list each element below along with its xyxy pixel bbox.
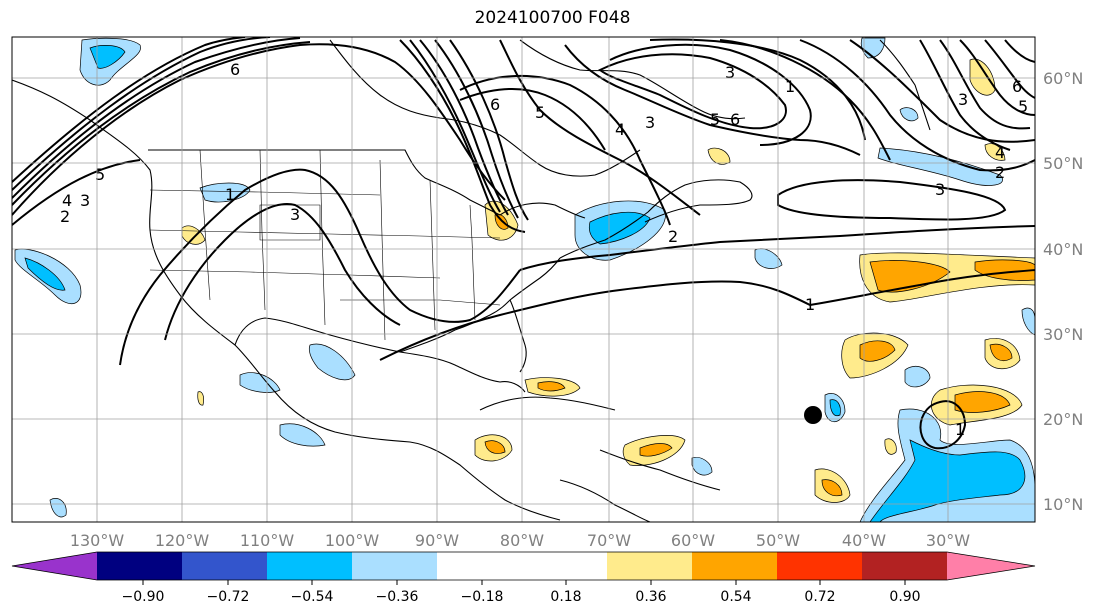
lon-label: 130°W — [70, 531, 125, 550]
lat-label: 20°N — [1043, 410, 1083, 429]
colorbar-tick-label: −0.54 — [291, 589, 334, 605]
coastlines — [12, 39, 931, 522]
colorbar-tick-label: 0.90 — [889, 589, 920, 605]
lon-label: 70°W — [587, 531, 631, 550]
contour-label: 1 — [955, 420, 965, 439]
contour-label: 3 — [290, 205, 300, 224]
colorbar-seg — [182, 552, 267, 580]
lat-label: 60°N — [1043, 69, 1083, 88]
contour-label: 6 — [730, 110, 740, 129]
contour-label: 6 — [1012, 77, 1022, 96]
colorbar-tick-marks — [142, 580, 906, 585]
colorbar-seg — [607, 552, 692, 580]
lat-label: 30°N — [1043, 325, 1083, 344]
colorbar-seg — [947, 552, 1035, 580]
lat-label: 10°N — [1043, 495, 1083, 514]
contour-label: 3 — [645, 113, 655, 132]
lon-label: 80°W — [500, 531, 544, 550]
lon-label: 50°W — [756, 531, 800, 550]
contour-lines — [12, 37, 1035, 450]
contour-label: 5 — [535, 103, 545, 122]
lon-axis-labels: 130°W 120°W 110°W 100°W 90°W 80°W 70°W 6… — [70, 531, 970, 550]
contour-label: 3 — [725, 63, 735, 82]
colorbar-seg — [862, 552, 947, 580]
colorbar-tick-label: 0.36 — [635, 589, 666, 605]
contour-label: 5 — [1018, 97, 1028, 116]
contour-label: 3 — [80, 191, 90, 210]
state-borders — [149, 149, 501, 341]
lat-label: 40°N — [1043, 240, 1083, 259]
colorbar-tick-label: 0.72 — [804, 589, 835, 605]
contour-label: 1 — [805, 295, 815, 314]
lon-label: 30°W — [926, 531, 970, 550]
contour-label: 4 — [995, 143, 1005, 162]
colorbar-seg — [267, 552, 352, 580]
contour-labels: 2 3 4 5 6 1 3 5 6 3 6 5 4 3 2 1 3 2 1 6 … — [60, 60, 1028, 439]
contour-label: 6 — [490, 95, 500, 114]
contour-label: 5 — [95, 165, 105, 184]
contour-label: 2 — [60, 207, 70, 226]
contour-label: 1 — [785, 77, 795, 96]
storm-center-marker — [804, 406, 822, 424]
colorbar-tick-label: 0.54 — [720, 589, 751, 605]
colorbar-seg — [437, 552, 522, 580]
colorbar-seg — [692, 552, 777, 580]
contour-label: 1 — [225, 185, 235, 204]
contour-label: 4 — [62, 191, 72, 210]
lon-label: 40°W — [842, 531, 886, 550]
colorbar-seg — [777, 552, 862, 580]
lon-label: 100°W — [325, 531, 380, 550]
colorbar-tick-label: 0.18 — [550, 589, 581, 605]
lon-label: 110°W — [240, 531, 295, 550]
contour-label: 6 — [230, 60, 240, 79]
contour-label: 3 — [935, 180, 945, 199]
colorbar-seg — [97, 552, 182, 580]
shaded-field — [14, 37, 1035, 522]
colorbar-tick-label: −0.90 — [122, 589, 165, 605]
colorbar-seg — [12, 552, 97, 580]
gridlines — [12, 37, 1035, 522]
colorbar-seg — [522, 552, 607, 580]
map-title: 2024100700 F048 — [474, 8, 631, 28]
colorbar-outline — [11, 551, 1036, 581]
lat-label: 50°N — [1043, 154, 1083, 173]
lon-label: 90°W — [415, 531, 459, 550]
contour-label: 4 — [615, 120, 625, 139]
lat-axis-labels: 60°N 50°N 40°N 30°N 20°N 10°N — [1043, 69, 1083, 514]
contour-label: 3 — [958, 90, 968, 109]
colorbar-tick-label: −0.72 — [207, 589, 250, 605]
lon-label: 120°W — [155, 531, 210, 550]
map-frame — [11, 36, 1036, 523]
colorbar-tick-label: −0.36 — [376, 589, 419, 605]
colorbar-tick-label: −0.18 — [461, 589, 504, 605]
contour-label: 2 — [995, 163, 1005, 182]
contour-label: 2 — [668, 227, 678, 246]
colorbar: −0.90 −0.72 −0.54 −0.36 −0.18 0.18 0.36 … — [11, 551, 1036, 605]
lon-label: 60°W — [671, 531, 715, 550]
colorbar-seg — [352, 552, 437, 580]
contour-label: 5 — [710, 110, 720, 129]
